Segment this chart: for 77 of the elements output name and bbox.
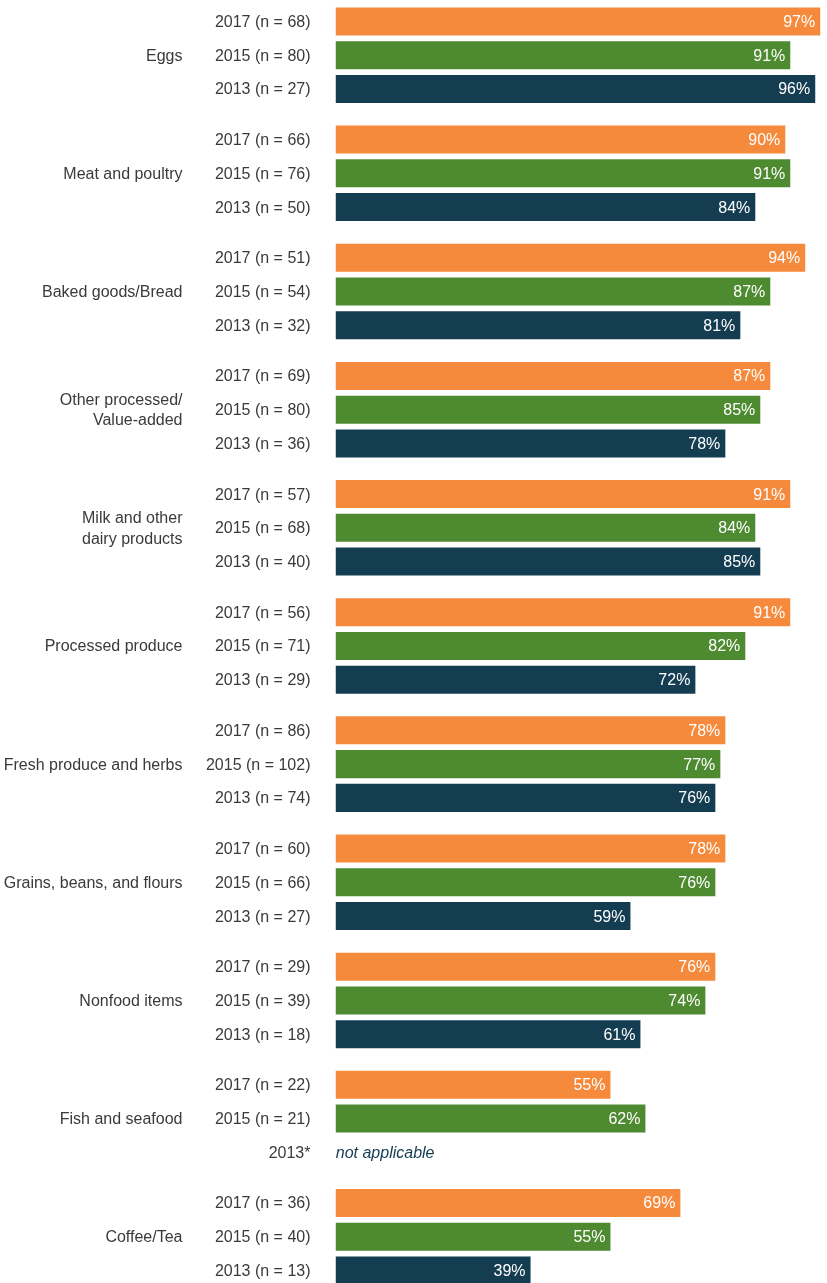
- data-label: 91%: [753, 603, 786, 621]
- y-tick-label: 2017 (n = 69): [214, 367, 311, 385]
- data-label: 55%: [573, 1076, 606, 1094]
- data-label: 59%: [593, 907, 626, 925]
- y-tick-label: 2015 (n = 21): [214, 1110, 311, 1128]
- y-tick-label: 2017 (n = 86): [214, 721, 311, 739]
- data-label: 62%: [608, 1110, 641, 1128]
- y-tick-label: 2013*: [268, 1143, 311, 1161]
- y-tick-label: 2013 (n = 29): [214, 671, 311, 689]
- text: Baked goods/Bread: [41, 283, 183, 300]
- y-tick-label: 2017 (n = 66): [214, 131, 311, 149]
- data-label: 55%: [573, 1228, 606, 1246]
- data-label: 84%: [718, 519, 751, 537]
- data-label: 78%: [688, 434, 721, 452]
- data-label: 90%: [748, 131, 781, 149]
- text: Eggs: [146, 46, 183, 64]
- text: Processed produce: [44, 637, 183, 655]
- y-tick-label: 2015 (n = 68): [214, 519, 311, 537]
- text: Grains, beans, and flours: [3, 873, 183, 891]
- y-tick-label: 2017 (n = 29): [214, 958, 311, 976]
- data-label: 76%: [678, 958, 711, 976]
- data-label: 87%: [733, 283, 766, 300]
- data-label: 77%: [683, 755, 716, 773]
- y-tick-label: 2017 (n = 60): [214, 840, 311, 858]
- data-label: 96%: [778, 80, 811, 98]
- text: Other processed/ Value-added: [59, 390, 184, 429]
- y-tick-label: 2015 (n = 71): [214, 637, 311, 655]
- y-tick-label: 2013 (n = 13): [214, 1262, 311, 1279]
- data-label: 91%: [753, 46, 786, 64]
- y-tick-label: 2013 (n = 74): [214, 789, 311, 807]
- y-tick-label: 2017 (n = 56): [214, 603, 311, 621]
- text: Fish and seafood: [59, 1110, 183, 1128]
- text: Fresh produce and herbs: [3, 755, 183, 773]
- text: Coffee/Tea: [105, 1228, 183, 1246]
- y-tick-label: 2015 (n = 80): [214, 401, 311, 419]
- y-tick-label: 2015 (n = 80): [214, 46, 311, 64]
- y-tick-label: 2017 (n = 22): [214, 1076, 311, 1094]
- data-label: 82%: [708, 637, 741, 655]
- data-label: 72%: [658, 671, 691, 689]
- y-tick-label: 2013 (n = 18): [214, 1025, 311, 1043]
- y-tick-label: 2013 (n = 27): [214, 80, 311, 98]
- text: Milk and other dairy products: [82, 509, 184, 547]
- y-tick-label: 2017 (n = 36): [214, 1194, 311, 1212]
- data-label: 78%: [688, 840, 721, 858]
- y-tick-label: 2017 (n = 57): [214, 485, 311, 503]
- data-label: 69%: [643, 1194, 676, 1212]
- data-label: 94%: [768, 249, 801, 267]
- y-tick-label: 2015 (n = 54): [214, 283, 311, 300]
- data-label: 85%: [723, 401, 756, 419]
- annotation: not applicable: [335, 1143, 435, 1161]
- y-tick-label: 2013 (n = 40): [214, 553, 311, 571]
- y-tick-label: 2015 (n = 39): [214, 991, 311, 1009]
- data-label: 76%: [678, 873, 711, 891]
- y-tick-label: 2013 (n = 50): [214, 198, 311, 216]
- data-label: 81%: [703, 316, 736, 334]
- data-label: 97%: [783, 12, 816, 30]
- data-label: 74%: [668, 991, 701, 1009]
- data-label: 39%: [493, 1262, 526, 1279]
- text: Meat and poultry: [63, 164, 183, 182]
- y-tick-label: 2013 (n = 32): [214, 316, 311, 334]
- data-label: 91%: [753, 164, 786, 182]
- y-tick-label: 2015 (n = 76): [214, 164, 311, 182]
- data-label: 87%: [733, 367, 766, 385]
- text: Nonfood items: [79, 991, 183, 1009]
- data-label: 78%: [688, 721, 721, 739]
- y-tick-label: 2013 (n = 27): [214, 907, 311, 925]
- y-tick-label: 2015 (n = 102): [205, 755, 311, 773]
- y-tick-label: 2017 (n = 51): [214, 249, 311, 267]
- data-label: 84%: [718, 198, 751, 216]
- data-label: 85%: [723, 553, 756, 571]
- data-label: 91%: [753, 485, 786, 503]
- y-tick-label: 2015 (n = 66): [214, 873, 311, 891]
- data-label: 76%: [678, 789, 711, 807]
- y-tick-label: 2015 (n = 40): [214, 1228, 311, 1246]
- y-tick-label: 2017 (n = 68): [214, 12, 311, 30]
- y-tick-label: 2013 (n = 36): [214, 434, 311, 452]
- data-label: 61%: [603, 1025, 636, 1043]
